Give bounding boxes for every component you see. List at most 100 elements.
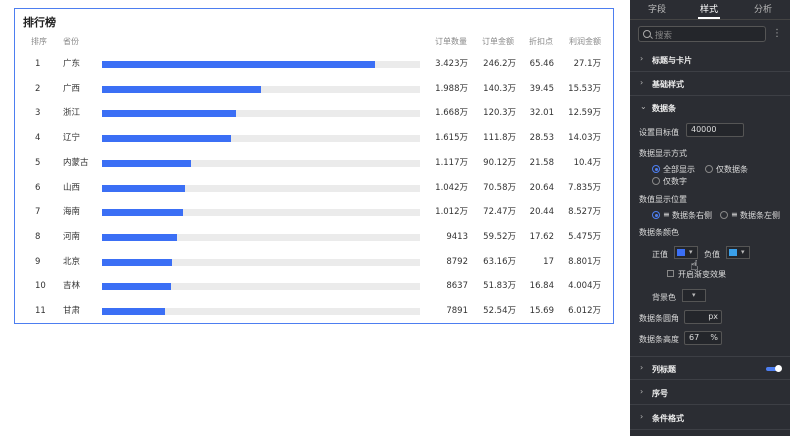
section-column-title[interactable]: › 列标题 [630,356,790,380]
table-row[interactable]: 4 辽宁 1.615万 111.8万 28.53 14.03万 [15,126,613,150]
section-data-bar[interactable]: ⌄ 数据条 [630,96,790,120]
cell-orders: 8637 [446,281,468,292]
header-rank[interactable]: 排序 [31,37,47,46]
radio-bar-only[interactable] [705,165,713,173]
cell-profit: 6.012万 [568,306,601,316]
chevron-right-icon: › [640,412,644,421]
cell-amount: 111.8万 [483,133,516,144]
header-discount[interactable]: 折扣点 [529,37,553,46]
negative-swatch [729,249,737,256]
radio-number-only[interactable] [652,177,660,185]
cell-discount: 65.46 [529,59,554,69]
radio-bar-right[interactable] [652,211,660,219]
chevron-right-icon: › [640,363,644,372]
section-title-card[interactable]: › 标题与卡片 [630,48,790,72]
header-profit[interactable]: 利润金额 [569,37,601,46]
data-bar-fill [102,184,186,192]
positive-color-picker[interactable]: ▾ [674,246,698,259]
cell-discount: 17.62 [529,231,554,242]
cell-profit: 15.53万 [568,83,601,94]
table-row[interactable]: 7 海南 1.012万 72.47万 20.44 8.527万 [15,200,613,224]
cell-discount: 21.58 [529,157,554,168]
data-bar-fill [102,233,178,241]
cell-orders: 7891 [446,306,468,316]
more-icon[interactable]: ⋮ [772,28,782,39]
table-row[interactable]: 9 北京 8792 63.16万 17 8.801万 [15,250,613,274]
negative-label: 负值 [704,250,720,259]
cell-profit: 10.4万 [573,157,601,168]
table-row[interactable]: 8 河南 9413 59.52万 17.62 5.475万 [15,225,613,249]
data-bar-track [102,258,420,266]
target-value-input[interactable]: 40000 [686,123,744,137]
header-amount[interactable]: 订单金额 [482,37,514,46]
cell-discount: 15.69 [529,306,554,316]
caret-down-icon: ▾ [692,291,696,299]
chevron-right-icon: › [640,78,644,87]
cell-amount: 70.58万 [483,182,516,193]
header-orders[interactable]: 订单数量 [435,37,467,46]
data-bar-track [102,61,420,68]
cell-rank: 5 [35,157,41,168]
bar-left-icon: ≡ [731,210,738,219]
tab-style[interactable]: 样式 [700,5,719,15]
radio-bar-left[interactable] [720,211,728,219]
section-label: 序号 [652,389,668,398]
table-row[interactable]: 5 内蒙古 1.117万 90.12万 21.58 10.4万 [15,151,613,175]
background-color-picker[interactable]: ▾ [682,289,706,302]
chevron-down-icon: ⌄ [640,102,647,111]
table-row[interactable]: 3 浙江 1.668万 120.3万 32.01 12.59万 [15,101,613,125]
cell-province: 甘肃 [63,306,81,316]
cell-discount: 39.45 [529,83,554,94]
radius-label: 数据条圆角 [639,314,679,323]
search-input[interactable]: 搜索 [638,26,766,42]
cell-rank: 11 [35,306,46,316]
radio-label: 全部显示 [663,165,695,174]
radio-label: 数据条左侧 [740,211,780,220]
cell-orders: 1.615万 [435,133,468,144]
cell-rank: 10 [35,281,46,292]
section-basic-style[interactable]: › 基础样式 [630,72,790,96]
chevron-right-icon: › [640,387,644,396]
cell-amount: 140.3万 [483,83,516,94]
height-input[interactable]: 67 % [684,331,722,345]
search-icon [643,30,651,38]
active-tab-indicator [698,17,720,19]
gradient-checkbox[interactable] [667,270,674,277]
cell-profit: 8.527万 [568,207,601,218]
cell-province: 北京 [63,256,81,267]
tab-analysis[interactable]: 分析 [754,5,773,15]
bar-color-label: 数据条颜色 [639,228,679,237]
section-serial[interactable]: › 序号 [630,381,790,405]
table-row[interactable]: 10 吉林 8637 51.83万 16.84 4.004万 [15,274,613,298]
radius-input[interactable]: px [684,310,722,324]
data-bar-fill [102,308,165,315]
data-bar-track [102,209,420,217]
data-bar-fill [102,209,183,217]
table-row[interactable]: 1 广东 3.423万 246.2万 65.46 27.1万 [15,52,613,76]
column-title-toggle[interactable] [766,365,782,372]
section-label: 数据条 [652,104,676,113]
table-row[interactable]: 11 甘肃 7891 52.54万 15.69 6.012万 [15,299,613,323]
data-bar-fill [102,110,236,118]
table-row[interactable]: 6 山西 1.042万 70.58万 20.64 7.835万 [15,176,613,200]
cell-province: 辽宁 [63,133,81,144]
radio-show-all[interactable] [652,165,660,173]
cell-discount: 16.84 [529,281,554,292]
cell-orders: 8792 [446,256,468,267]
data-bar-fill [102,258,172,266]
cell-discount: 20.64 [529,182,554,193]
cell-amount: 52.54万 [483,306,516,316]
cell-province: 海南 [63,207,81,218]
cell-profit: 27.1万 [573,59,601,69]
header-province[interactable]: 省份 [63,37,79,46]
cell-rank: 9 [35,256,41,267]
tab-fields[interactable]: 字段 [648,5,667,15]
style-panel: 字段 样式 分析 搜索 ⋮ › 标题与卡片 › 基础样式 ⌄ 数据条 设置目标值… [630,0,790,436]
cell-amount: 63.16万 [483,256,516,267]
section-conditional[interactable]: › 条件格式 [630,406,790,430]
section-label: 基础样式 [652,80,684,89]
data-bar-track [102,85,420,93]
table-row[interactable]: 2 广西 1.988万 140.3万 39.45 15.53万 [15,77,613,101]
negative-color-picker[interactable]: ▾ [726,246,750,259]
height-unit: % [710,333,718,342]
